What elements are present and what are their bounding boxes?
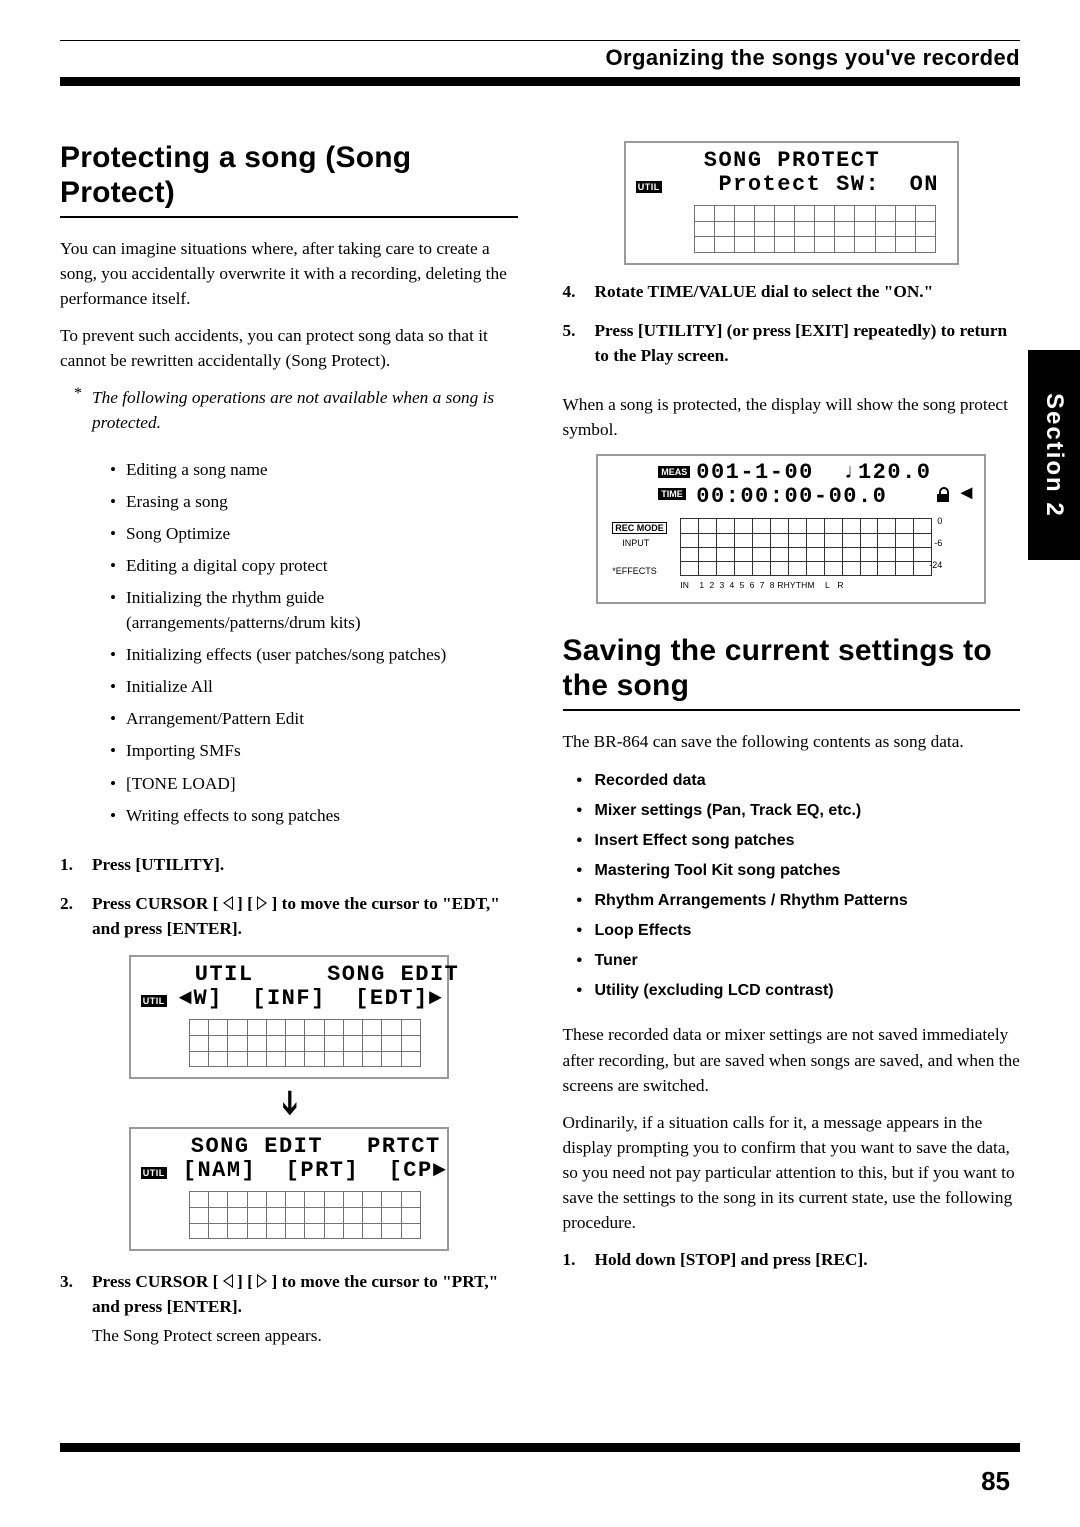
step-text: Rotate TIME/VALUE dial to select the "ON… [595, 282, 934, 301]
title-song-protect: Protecting a song (Song Protect) [60, 141, 518, 210]
note-asterisk: * [74, 385, 82, 447]
step-4: Rotate TIME/VALUE dial to select the "ON… [563, 279, 1021, 304]
meter-0: 0 [937, 516, 942, 526]
time-badge: TIME [658, 488, 686, 500]
cursor-right-icon [257, 1274, 267, 1288]
play-line1: 001-1-00 ♩120.0 [696, 460, 931, 485]
list-item: Writing effects to song patches [110, 800, 518, 832]
save-contents-list: Recorded data Mixer settings (Pan, Track… [577, 766, 1021, 1006]
list-item: Rhythm Arrangements / Rhythm Patterns [577, 886, 1021, 916]
input-label: INPUT [622, 538, 649, 548]
list-item: Song Optimize [110, 518, 518, 550]
lcd-grid [189, 1191, 421, 1239]
step-text-a: Press CURSOR [ [92, 894, 223, 913]
step-text: Press [UTILITY] (or press [EXIT] repeate… [595, 321, 1008, 365]
list-item: Arrangement/Pattern Edit [110, 703, 518, 735]
list-item: Mastering Tool Kit song patches [577, 856, 1021, 886]
para-intro-2: To prevent such accidents, you can prote… [60, 323, 518, 373]
step-text: Press [UTILITY]. [92, 855, 224, 874]
arrow-left-icon: ◄ [956, 482, 976, 505]
para-save-2: Ordinarily, if a situation calls for it,… [563, 1110, 1021, 1235]
list-item: Importing SMFs [110, 735, 518, 767]
lock-icon [936, 486, 950, 504]
lcd-play-screen: MEAS TIME 001-1-00 ♩120.0 00:00:00-00.0 … [596, 454, 986, 604]
list-item: Utility (excluding LCD contrast) [577, 976, 1021, 1006]
protect-steps-4-5: Rotate TIME/VALUE dial to select the "ON… [563, 279, 1021, 368]
cursor-left-icon [223, 896, 233, 910]
para-protected-symbol: When a song is protected, the display wi… [563, 392, 1021, 442]
lcd-line2: [NAM] [PRT] [CP► [183, 1159, 448, 1183]
save-steps: Hold down [STOP] and press [REC]. [563, 1247, 1021, 1272]
cursor-left-icon [223, 1274, 233, 1288]
play-line2: 00:00:00-00.0 [696, 484, 887, 509]
list-item: Initialize All [110, 671, 518, 703]
lcd-song-protect: UTIL SONG PROTECT Protect SW: ON [624, 141, 959, 265]
play-scale: IN 1 2 3 4 5 6 7 8 RHYTHM L R [680, 580, 843, 590]
cursor-right-icon [257, 896, 267, 910]
list-item: Insert Effect song patches [577, 826, 1021, 856]
meas-badge: MEAS [658, 466, 690, 478]
step-text: Hold down [STOP] and press [REC]. [595, 1250, 868, 1269]
left-column: Protecting a song (Song Protect) You can… [60, 141, 518, 1362]
effects-label: *EFFECTS [612, 566, 657, 576]
util-badge: UTIL [141, 995, 167, 1007]
recmode-label: REC MODE [612, 522, 667, 534]
lcd-line1: UTIL SONG EDIT [195, 963, 460, 987]
lcd-line2: Protect SW: ON [704, 173, 939, 197]
list-item: Initializing effects (user patches/song … [110, 639, 518, 671]
page-number: 85 [981, 1466, 1010, 1497]
protected-ops-list: Editing a song name Erasing a song Song … [110, 454, 518, 832]
title-underline-2 [563, 709, 1021, 711]
title-saving-settings: Saving the current settings to the song [563, 634, 1021, 703]
list-item: Editing a song name [110, 454, 518, 486]
step-1: Press [UTILITY]. [60, 852, 518, 877]
list-item: Mixer settings (Pan, Track EQ, etc.) [577, 796, 1021, 826]
list-item: Tuner [577, 946, 1021, 976]
right-column: UTIL SONG PROTECT Protect SW: ON Rotate … [563, 141, 1021, 1362]
title-underline [60, 216, 518, 218]
step-text-b: ] [ [233, 894, 257, 913]
util-badge: UTIL [636, 181, 662, 193]
footer-rule [60, 1443, 1020, 1452]
step-3: Press CURSOR [ ] [ ] to move the cursor … [60, 1269, 518, 1348]
list-item: Recorded data [577, 766, 1021, 796]
util-badge: UTIL [141, 1167, 167, 1179]
step-note: The Song Protect screen appears. [92, 1323, 518, 1348]
section-tab: Section 2 [1028, 350, 1080, 560]
play-grid [680, 518, 932, 576]
list-item: [TONE LOAD] [110, 768, 518, 800]
lcd-song-edit-prtct: UTIL SONG EDIT PRTCT [NAM] [PRT] [CP► [129, 1127, 449, 1251]
step-text-a: Press CURSOR [ [92, 1272, 223, 1291]
para-save-intro: The BR-864 can save the following conten… [563, 729, 1021, 754]
page-content: Organizing the songs you've recorded Pro… [60, 40, 1020, 1362]
para-save-1: These recorded data or mixer settings ar… [563, 1022, 1021, 1097]
meter-24: -24 [929, 560, 942, 570]
header-rule-thick [60, 77, 1020, 86]
lcd-grid [694, 205, 936, 253]
list-item: Initializing the rhythm guide (arrangeme… [110, 582, 518, 638]
note-text: The following operations are not availab… [92, 385, 518, 435]
list-item: Editing a digital copy protect [110, 550, 518, 582]
protect-steps-3: Press CURSOR [ ] [ ] to move the cursor … [60, 1269, 518, 1348]
step-5: Press [UTILITY] (or press [EXIT] repeate… [563, 318, 1021, 368]
lcd-grid [189, 1019, 421, 1067]
section-tab-label: Section 2 [1040, 393, 1068, 518]
running-header: Organizing the songs you've recorded [60, 41, 1020, 77]
step-text-b: ] [ [233, 1272, 257, 1291]
lcd-line1: SONG PROTECT [704, 149, 880, 173]
step-save-1: Hold down [STOP] and press [REC]. [563, 1247, 1021, 1272]
para-intro-1: You can imagine situations where, after … [60, 236, 518, 311]
list-item: Loop Effects [577, 916, 1021, 946]
lcd-line1: SONG EDIT PRTCT [191, 1135, 441, 1159]
note-protected-ops: * The following operations are not avail… [74, 385, 518, 447]
list-item: Erasing a song [110, 486, 518, 518]
lcd-line2: ◄W] [INF] [EDT]► [179, 987, 444, 1011]
meter-6: -6 [934, 538, 942, 548]
